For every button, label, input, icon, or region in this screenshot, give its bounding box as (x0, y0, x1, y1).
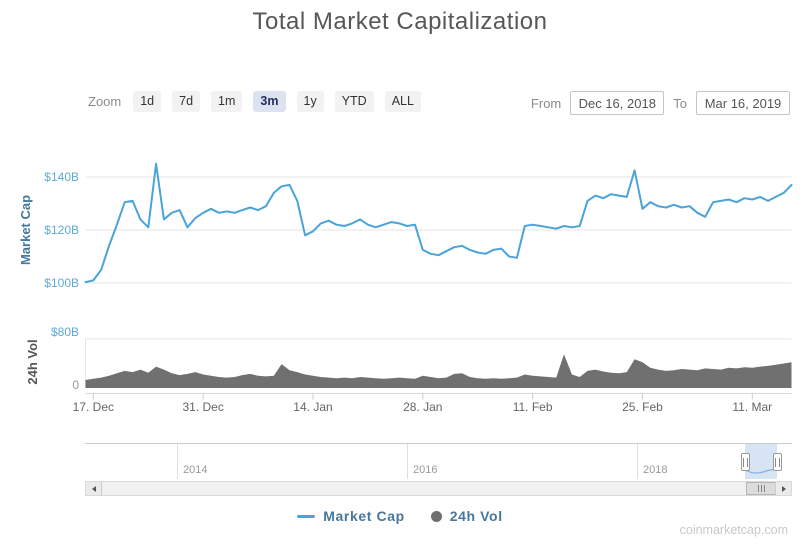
legend-item-market-cap[interactable]: Market Cap (297, 508, 404, 524)
navigator-gridline (637, 444, 638, 479)
zoom-button-3m[interactable]: 3m (253, 91, 286, 112)
scroll-right-icon (781, 485, 786, 492)
zoom-label: Zoom (88, 93, 122, 109)
to-label: To (673, 95, 687, 111)
x-tick-label: 11. Mar (732, 400, 772, 414)
from-label: From (530, 95, 562, 111)
handle-grip-icon (743, 457, 748, 467)
navigator-year-label: 2014 (183, 464, 208, 476)
vol-axis-title: 24h Vol (25, 339, 40, 384)
scrollbar-thumb[interactable] (746, 482, 776, 495)
navigator-left-handle[interactable] (741, 453, 750, 471)
x-tick-label: 14. Jan (293, 400, 332, 414)
zoom-button-ytd[interactable]: YTD (334, 91, 374, 112)
market-cap-axis-title: Market Cap (18, 195, 33, 265)
x-tick-label: 25. Feb (622, 400, 663, 414)
to-date-input[interactable] (696, 91, 790, 115)
x-tick-label: 17. Dec (73, 400, 114, 414)
y-tick-label: 0 (72, 378, 79, 392)
scroll-left-icon (91, 485, 96, 492)
thumb-grip-icon (757, 485, 759, 492)
navigator-preview-line (744, 469, 778, 474)
navigator-right-handle[interactable] (773, 453, 782, 471)
navigator-gridline (177, 444, 178, 479)
scroll-left-button[interactable] (86, 482, 102, 495)
from-date-input[interactable] (570, 91, 665, 115)
plot-area[interactable] (86, 150, 792, 388)
line-marker-icon (297, 514, 316, 518)
zoom-button-1m[interactable]: 1m (211, 91, 243, 112)
chart-scrollbar[interactable] (85, 481, 792, 496)
zoom-button-1d[interactable]: 1d (133, 91, 162, 112)
x-tick-label: 11. Feb (513, 400, 553, 414)
date-range-group: From To (531, 91, 790, 115)
volume-area-series (85, 354, 792, 388)
y-tick-label: $80B (51, 325, 79, 339)
chart-toolbar: Zoom 1d 7d 1m 3m 1y YTD ALL From To (0, 91, 800, 117)
zoom-button-all[interactable]: ALL (384, 91, 421, 112)
legend-label: 24h Vol (449, 508, 503, 524)
handle-grip-icon (775, 457, 780, 467)
timeline-navigator[interactable]: 2014 2016 2018 (85, 443, 792, 479)
zoom-button-7d[interactable]: 7d (172, 91, 201, 112)
y-tick-label: $140B (44, 170, 79, 184)
y-tick-label: $100B (44, 276, 79, 290)
scroll-right-button[interactable] (775, 482, 791, 495)
zoom-button-group: Zoom 1d 7d 1m 3m 1y YTD ALL (88, 91, 421, 112)
page-title: Total Market Capitalization (252, 8, 548, 35)
chart-legend: Market Cap 24h Vol (0, 508, 800, 524)
legend-item-24h-vol[interactable]: 24h Vol (430, 508, 503, 524)
watermark: coinmarketcap.com (679, 523, 788, 537)
circle-marker-icon (430, 510, 442, 522)
x-tick-label: 28. Jan (403, 400, 442, 414)
zoom-button-1y[interactable]: 1y (296, 91, 324, 112)
y-tick-label: $120B (44, 223, 79, 237)
navigator-year-label: 2016 (413, 464, 438, 476)
legend-label: Market Cap (323, 508, 405, 524)
x-tick-label: 31. Dec (182, 400, 223, 414)
navigator-gridline (407, 444, 408, 479)
market-cap-line-series (84, 162, 793, 284)
navigator-year-label: 2018 (643, 464, 668, 476)
